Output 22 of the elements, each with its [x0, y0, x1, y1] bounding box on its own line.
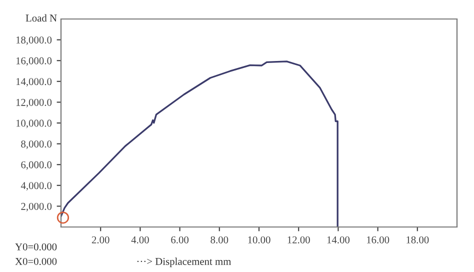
x-tick-label: 10.00: [248, 236, 270, 244]
x-tick-label: 2.00: [92, 236, 110, 244]
y-tick-label: 4,000.0: [20, 182, 52, 191]
y-tick-label: 2,000.0: [21, 202, 52, 212]
text: X0=0.000: [15, 258, 57, 266]
x-tick-label: 16.00: [367, 236, 390, 244]
y-tick-label: 12,000.0: [16, 98, 52, 108]
x-tick-label: 18.00: [406, 236, 429, 244]
y-tick-label: 16,000.0: [16, 57, 52, 66]
x-tick-label: 4.00: [131, 236, 149, 244]
y-tick-label: 6,000.0: [21, 161, 52, 170]
text: Y0=0.000: [15, 243, 57, 250]
x-tick-label: 6.00: [171, 236, 189, 244]
y-tick-label: 10,000.0: [16, 120, 52, 128]
y-tick-label: 18,000.0: [16, 36, 52, 46]
x-tick-label: 14.00: [327, 236, 350, 244]
x-axis-title: ···> Displacement mm: [137, 258, 232, 268]
x-tick-label: 8.00: [210, 236, 228, 244]
y-axis-title: Load N: [26, 14, 57, 22]
y-tick-label: 14,000.0: [16, 78, 52, 87]
y-tick-label: 8,000.0: [21, 140, 52, 150]
x-tick-label: 12.00: [288, 236, 310, 244]
